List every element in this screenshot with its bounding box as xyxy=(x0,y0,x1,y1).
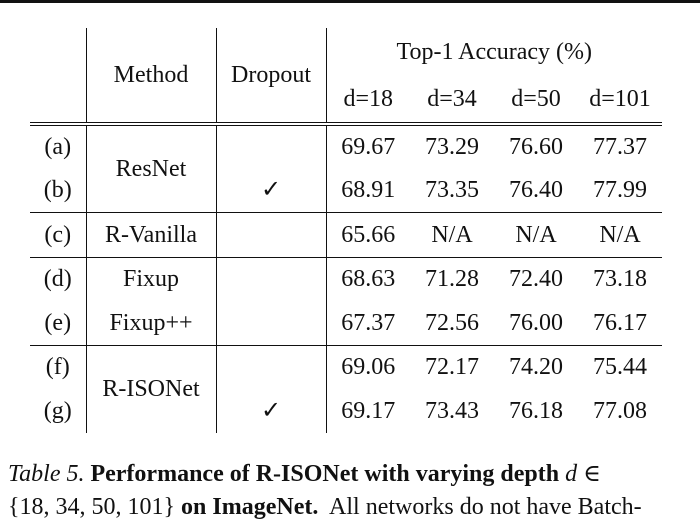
value-cell: 73.29 xyxy=(425,134,479,160)
header-dropout: Dropout xyxy=(215,28,326,126)
table-row: (a) ResNet 69.67 73.29 76.60 77.37 xyxy=(30,124,662,213)
caption-line-1: Table 5. Performance of R-ISONet with va… xyxy=(8,458,694,491)
table-row: (g) ✓ 69.17 73.43 76.18 77.08 xyxy=(30,389,662,433)
table-caption: Table 5. Performance of R-ISONet with va… xyxy=(8,458,694,524)
value-cell: 65.66 xyxy=(325,212,410,258)
method-cell: R-Vanilla xyxy=(85,212,216,258)
row-label: (f) xyxy=(45,354,70,381)
value-cell: 75.44 xyxy=(593,354,647,381)
caption-var: d xyxy=(565,461,578,487)
table-row: (c) R-Vanilla 65.66 N/A N/A N/A xyxy=(30,212,662,258)
caption-line-2: {18, 34, 50, 101} on ImageNet. All netwo… xyxy=(8,491,694,524)
header-depth: d=34 xyxy=(410,76,494,126)
value-cell: 73.35 xyxy=(410,168,494,213)
value-cell: 72.56 xyxy=(410,301,494,346)
header-row-1: Method Dropout Top-1 Accuracy (%) xyxy=(30,28,662,126)
header-method: Method xyxy=(85,28,216,126)
value-cell: 69.17 xyxy=(325,389,410,433)
value-cell: 76.60 xyxy=(509,134,563,160)
header-depth: d=50 xyxy=(494,76,578,126)
header-top1: Top-1 Accuracy (%) xyxy=(325,28,662,76)
caption-title: Performance of R-ISONet with varying dep… xyxy=(90,461,560,487)
value-cell: 76.40 xyxy=(494,168,578,213)
caption-elem: ∈ xyxy=(583,461,601,487)
dropout-cell xyxy=(215,345,326,389)
row-label: (g) xyxy=(43,398,72,424)
value-cell: 77.99 xyxy=(578,168,662,213)
value-cell: 76.17 xyxy=(578,301,662,346)
table-row: (f) R-ISONet 69.06 72.17 74.20 75.44 xyxy=(30,345,662,433)
value-cell: 71.28 xyxy=(425,266,479,293)
row-label: (b) xyxy=(30,168,86,213)
value-cell: 72.40 xyxy=(509,266,563,293)
value-cell: N/A xyxy=(494,212,578,258)
value-cell: 73.18 xyxy=(593,266,647,293)
value-cell: 76.00 xyxy=(494,301,578,346)
caption-label: Table 5. xyxy=(8,461,85,487)
value-cell: 68.63 xyxy=(325,257,410,301)
value-cell: 74.20 xyxy=(509,354,563,381)
caption-title-2: on ImageNet. xyxy=(181,494,319,520)
header-label-cell xyxy=(30,28,86,126)
value-cell: 77.08 xyxy=(593,398,647,424)
method-cell: R-ISONet xyxy=(85,345,216,433)
dropout-check: ✓ xyxy=(215,389,326,433)
dropout-cell xyxy=(215,301,326,346)
header-depth: d=101 xyxy=(578,76,662,126)
value-cell: 77.37 xyxy=(593,134,647,160)
value-cell: 76.18 xyxy=(509,398,563,424)
value-cell: N/A xyxy=(410,212,494,258)
method-cell: Fixup xyxy=(85,257,216,301)
top-rule xyxy=(0,0,700,3)
value-cell: 67.37 xyxy=(325,301,410,346)
table-row: (d) Fixup 68.63 71.28 72.40 73.18 xyxy=(30,257,662,301)
dropout-cell xyxy=(215,124,326,168)
row-label: (c) xyxy=(30,212,86,258)
value-cell: 68.91 xyxy=(325,168,410,213)
value-cell: 69.06 xyxy=(325,345,410,389)
row-label: (a) xyxy=(44,134,72,160)
header-depth: d=18 xyxy=(325,76,410,126)
row-label: (d) xyxy=(43,266,72,293)
caption-text: All networks do not have Batch- xyxy=(329,494,642,520)
method-cell: Fixup++ xyxy=(85,301,216,346)
dropout-cell xyxy=(215,257,326,301)
dropout-check: ✓ xyxy=(215,168,326,213)
results-table: Method Dropout Top-1 Accuracy (%) d=18 d… xyxy=(30,28,662,433)
value-cell: 72.17 xyxy=(425,354,479,381)
value-cell: 73.43 xyxy=(425,398,479,424)
value-cell: N/A xyxy=(578,212,662,258)
row-label: (e) xyxy=(30,301,86,346)
header-row-2: d=18 d=34 d=50 d=101 xyxy=(30,76,662,126)
caption-set: {18, 34, 50, 101} xyxy=(8,494,176,520)
dropout-cell xyxy=(215,212,326,258)
table-row: (e) Fixup++ 67.37 72.56 76.00 76.17 xyxy=(30,301,662,346)
table-row: (b) ✓ 68.91 73.35 76.40 77.99 xyxy=(30,168,662,213)
method-cell: ResNet xyxy=(85,124,216,213)
value-cell: 69.67 xyxy=(325,124,410,168)
